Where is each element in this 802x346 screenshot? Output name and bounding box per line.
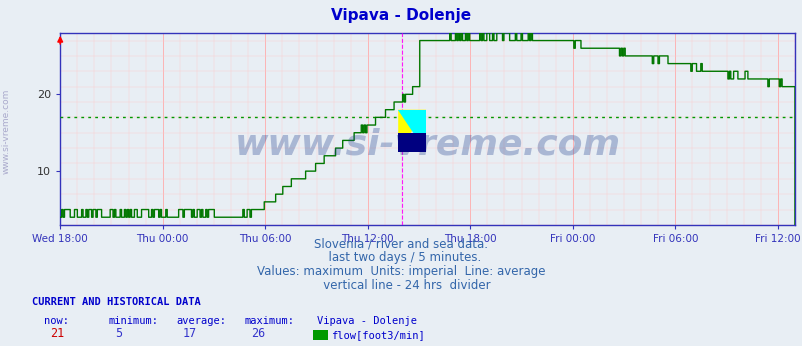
Text: Slovenia / river and sea data.: Slovenia / river and sea data. [314, 237, 488, 251]
Text: 5: 5 [115, 327, 122, 340]
Text: 26: 26 [251, 327, 265, 340]
Text: maximum:: maximum: [245, 316, 294, 326]
FancyBboxPatch shape [398, 133, 426, 152]
Text: CURRENT AND HISTORICAL DATA: CURRENT AND HISTORICAL DATA [32, 297, 200, 307]
Text: flow[foot3/min]: flow[foot3/min] [330, 330, 424, 340]
Text: now:: now: [44, 316, 69, 326]
Text: 17: 17 [183, 327, 197, 340]
Text: average:: average: [176, 316, 226, 326]
Polygon shape [398, 110, 426, 152]
Text: Vipava - Dolenje: Vipava - Dolenje [317, 316, 417, 326]
Text: Vipava - Dolenje: Vipava - Dolenje [331, 8, 471, 23]
Text: www.si-vreme.com: www.si-vreme.com [2, 89, 11, 174]
Text: last two days / 5 minutes.: last two days / 5 minutes. [321, 251, 481, 264]
Text: 21: 21 [51, 327, 65, 340]
Text: vertical line - 24 hrs  divider: vertical line - 24 hrs divider [312, 279, 490, 292]
Polygon shape [398, 110, 426, 152]
Text: www.si-vreme.com: www.si-vreme.com [234, 127, 620, 161]
Text: minimum:: minimum: [108, 316, 158, 326]
Text: Values: maximum  Units: imperial  Line: average: Values: maximum Units: imperial Line: av… [257, 265, 545, 278]
